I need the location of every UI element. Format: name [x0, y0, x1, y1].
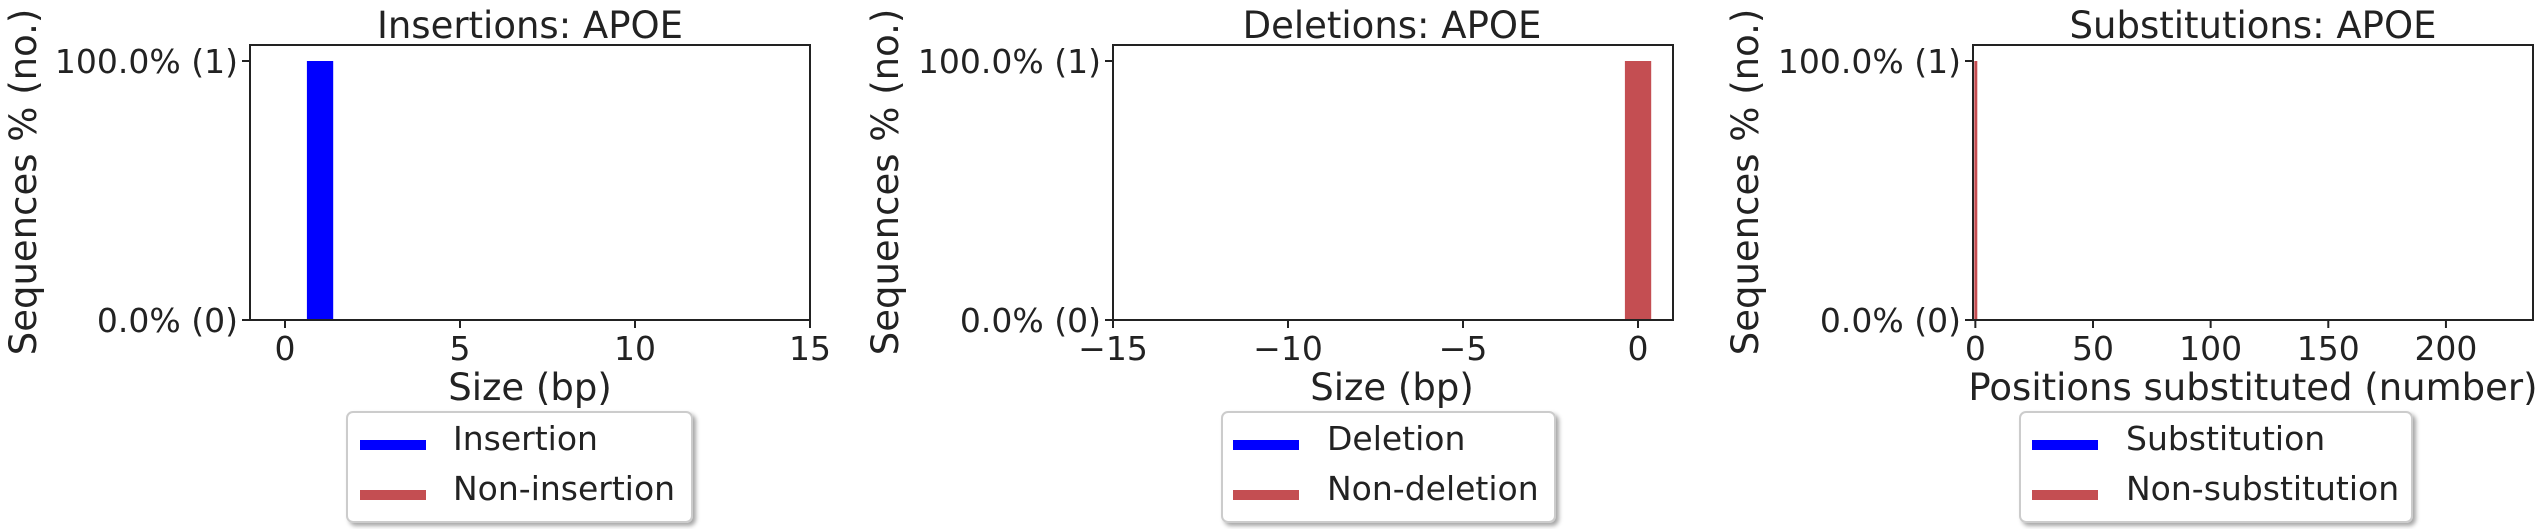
substitutions-title: Substitutions: APOE	[2070, 4, 2437, 47]
y-tick-label: 0.0% (0)	[960, 301, 1101, 340]
x-tick-label: 200	[2414, 329, 2477, 368]
x-tick-label: −5	[1439, 329, 1488, 368]
x-tick-label: 50	[2072, 329, 2114, 368]
insertions-xlabel: Size (bp)	[448, 366, 612, 409]
y-tick-label: 0.0% (0)	[97, 301, 238, 340]
legend-swatch-non-deletion	[1233, 490, 1299, 500]
x-tick-label: 0	[1628, 329, 1649, 368]
deletions-bar	[1624, 61, 1652, 320]
y-tick-label: 100.0% (1)	[1778, 42, 1961, 81]
substitutions-legend: Substitution Non-substitution	[2019, 411, 2413, 523]
deletions-ylabel: Sequences % (no.)	[864, 9, 907, 356]
legend-label-deletion: Deletion	[1327, 419, 1465, 458]
x-tick-label: 150	[2297, 329, 2360, 368]
substitutions-xlabel: Positions substituted (number)	[1968, 366, 2537, 409]
substitutions-bar	[1974, 61, 1978, 320]
legend-swatch-insertion	[360, 440, 426, 450]
insertions-panel: Insertions: APOE 0 5 10 15 0.0% (0) 100.0% (…	[2, 4, 831, 523]
deletions-legend: Deletion Non-deletion	[1221, 411, 1556, 523]
legend-label-insertion: Insertion	[453, 419, 598, 458]
insertions-legend: Insertion Non-insertion	[346, 411, 693, 523]
x-tick-label: 15	[789, 329, 831, 368]
insertions-bar	[306, 61, 334, 320]
y-tick-label: 0.0% (0)	[1820, 301, 1961, 340]
legend-swatch-deletion	[1233, 440, 1299, 450]
deletions-panel: Deletions: APOE −15 −10 −5 0 0.0% (0) 100.0%…	[864, 4, 1674, 523]
legend-label-non-substitution: Non-substitution	[2126, 469, 2399, 508]
x-tick-label: −10	[1253, 329, 1323, 368]
substitutions-panel: Substitutions: APOE 0 50 100 150 200 0.0% (0…	[1724, 4, 2538, 523]
x-tick-label: 0	[1965, 329, 1986, 368]
legend-label-substitution: Substitution	[2126, 419, 2325, 458]
y-tick-label: 100.0% (1)	[918, 42, 1101, 81]
legend-label-non-deletion: Non-deletion	[1327, 469, 1539, 508]
legend-swatch-non-insertion	[360, 490, 426, 500]
insertions-axes-frame	[249, 44, 811, 321]
legend-swatch-substitution	[2032, 440, 2098, 450]
deletions-xlabel: Size (bp)	[1310, 366, 1474, 409]
x-tick-label: −15	[1078, 329, 1148, 368]
y-tick-label: 100.0% (1)	[55, 42, 238, 81]
x-tick-label: 10	[614, 329, 656, 368]
insertions-title: Insertions: APOE	[377, 4, 683, 47]
x-tick-label: 100	[2179, 329, 2242, 368]
legend-label-non-insertion: Non-insertion	[453, 469, 675, 508]
deletions-axes-frame	[1112, 44, 1674, 321]
legend-swatch-non-substitution	[2032, 490, 2098, 500]
insertions-ylabel: Sequences % (no.)	[2, 9, 45, 356]
deletions-title: Deletions: APOE	[1243, 4, 1542, 47]
x-tick-label: 0	[275, 329, 296, 368]
substitutions-axes-frame	[1972, 44, 2534, 321]
substitutions-ylabel: Sequences % (no.)	[1724, 9, 1767, 356]
x-tick-label: 5	[450, 329, 471, 368]
